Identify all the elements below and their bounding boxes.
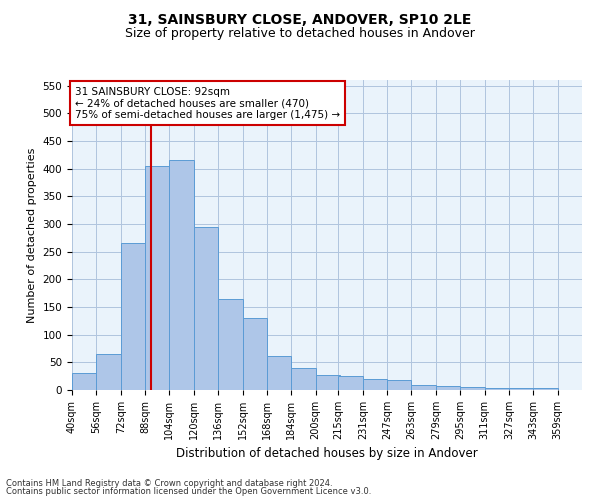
Bar	[145, 166, 169, 390]
Bar	[387, 380, 412, 390]
Text: Contains public sector information licensed under the Open Government Licence v3: Contains public sector information licen…	[6, 487, 371, 496]
Bar	[436, 386, 460, 390]
Bar	[291, 368, 316, 390]
Text: Contains HM Land Registry data © Crown copyright and database right 2024.: Contains HM Land Registry data © Crown c…	[6, 478, 332, 488]
Bar	[338, 376, 363, 390]
Bar	[460, 387, 485, 390]
Text: 31, SAINSBURY CLOSE, ANDOVER, SP10 2LE: 31, SAINSBURY CLOSE, ANDOVER, SP10 2LE	[128, 12, 472, 26]
Bar	[267, 356, 291, 390]
Y-axis label: Number of detached properties: Number of detached properties	[27, 148, 37, 322]
Bar	[533, 388, 557, 390]
Bar	[485, 388, 509, 390]
Text: Size of property relative to detached houses in Andover: Size of property relative to detached ho…	[125, 28, 475, 40]
Bar	[363, 379, 387, 390]
Bar	[194, 226, 218, 390]
Bar	[169, 160, 194, 390]
Bar	[218, 298, 242, 390]
Bar	[509, 388, 533, 390]
Bar	[72, 374, 97, 390]
Bar	[316, 374, 340, 390]
Bar	[121, 244, 145, 390]
Bar	[242, 318, 267, 390]
Bar	[97, 354, 121, 390]
X-axis label: Distribution of detached houses by size in Andover: Distribution of detached houses by size …	[176, 448, 478, 460]
Text: 31 SAINSBURY CLOSE: 92sqm
← 24% of detached houses are smaller (470)
75% of semi: 31 SAINSBURY CLOSE: 92sqm ← 24% of detac…	[75, 86, 340, 120]
Bar	[412, 385, 436, 390]
